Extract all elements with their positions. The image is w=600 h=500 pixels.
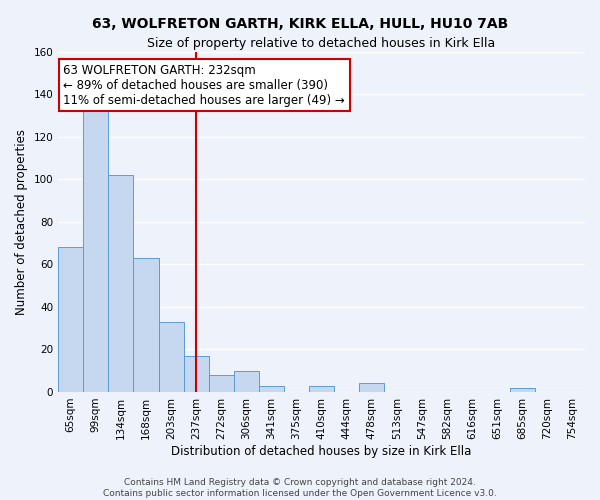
Text: 63 WOLFRETON GARTH: 232sqm
← 89% of detached houses are smaller (390)
11% of sem: 63 WOLFRETON GARTH: 232sqm ← 89% of deta… (64, 64, 345, 106)
Text: 63, WOLFRETON GARTH, KIRK ELLA, HULL, HU10 7AB: 63, WOLFRETON GARTH, KIRK ELLA, HULL, HU… (92, 18, 508, 32)
Bar (234, 370, 259, 392)
Bar (309, 386, 334, 392)
Text: Contains HM Land Registry data © Crown copyright and database right 2024.
Contai: Contains HM Land Registry data © Crown c… (103, 478, 497, 498)
Bar (133, 258, 158, 392)
Bar (158, 322, 184, 392)
X-axis label: Distribution of detached houses by size in Kirk Ella: Distribution of detached houses by size … (172, 444, 472, 458)
Bar (209, 375, 234, 392)
Bar (109, 175, 133, 392)
Bar (58, 248, 83, 392)
Y-axis label: Number of detached properties: Number of detached properties (15, 129, 28, 315)
Bar (259, 386, 284, 392)
Bar (184, 356, 209, 392)
Bar (359, 384, 385, 392)
Bar (510, 388, 535, 392)
Bar (83, 111, 109, 392)
Title: Size of property relative to detached houses in Kirk Ella: Size of property relative to detached ho… (148, 38, 496, 51)
